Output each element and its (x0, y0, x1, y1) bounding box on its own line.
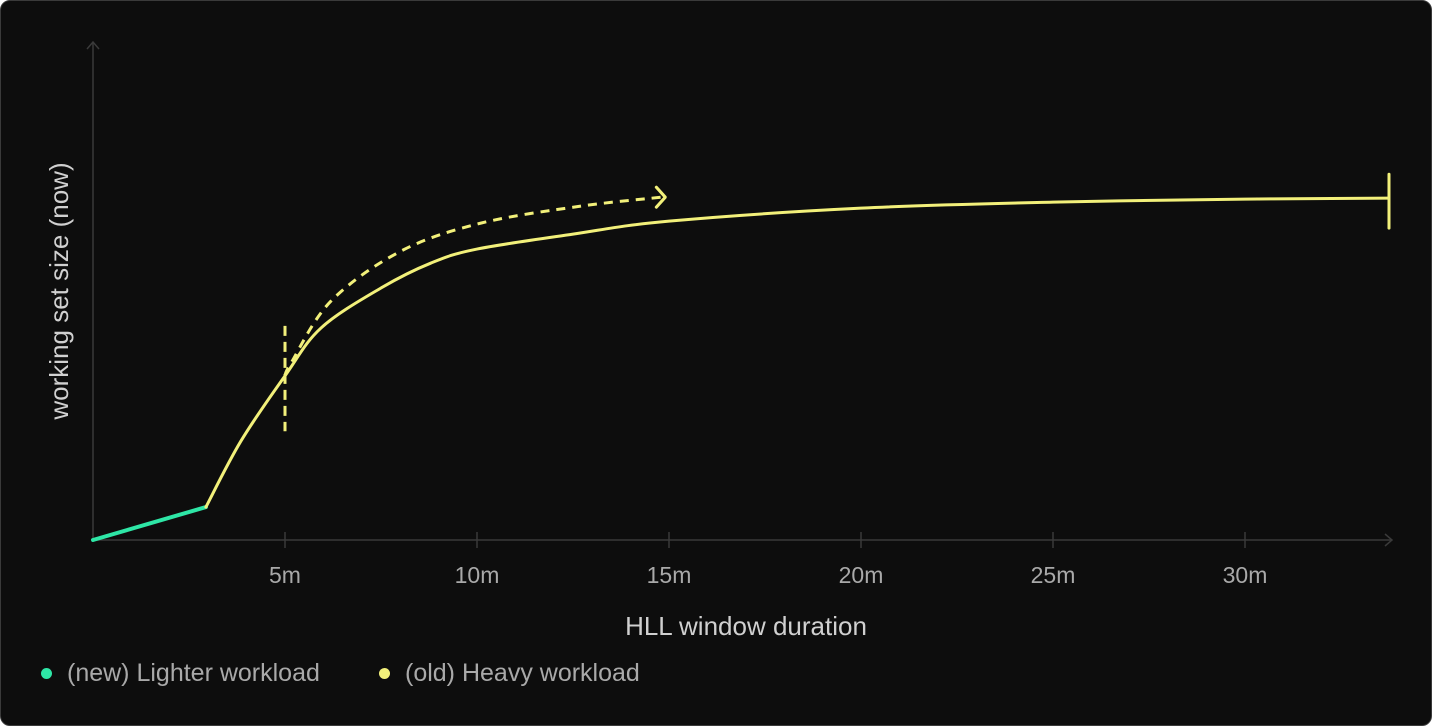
legend-item-new: (new) Lighter workload (41, 659, 320, 688)
legend-item-old: (old) Heavy workload (379, 659, 640, 688)
x-tick-label: 30m (1223, 562, 1268, 588)
legend-label-old: (old) Heavy workload (405, 659, 640, 687)
legend-swatch-old (379, 668, 390, 679)
shift-arrow-dashed (283, 195, 662, 377)
series-line-new (91, 505, 208, 542)
x-tick-label: 5m (269, 562, 301, 588)
x-tick-label: 15m (647, 562, 692, 588)
legend-swatch-new (41, 668, 52, 679)
x-axis-label: HLL window duration (625, 611, 867, 641)
arrowhead-icon (654, 185, 667, 209)
x-tick-label: 20m (839, 562, 884, 588)
y-axis-label: working set size (now) (44, 162, 74, 420)
x-tick-label: 25m (1031, 562, 1076, 588)
x-axis-arrow-icon (1384, 533, 1394, 547)
legend-label-new: (new) Lighter workload (67, 659, 320, 687)
x-tick-label: 10m (455, 562, 500, 588)
series-line-old (204, 196, 1391, 509)
y-axis-arrow-icon (86, 40, 100, 50)
